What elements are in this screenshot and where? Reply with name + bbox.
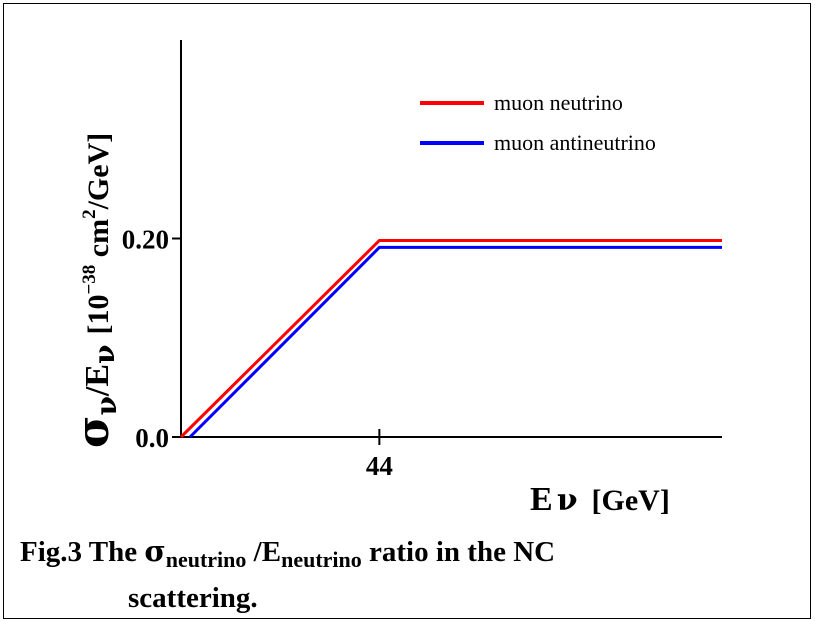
caption-mid: /E [246,536,282,568]
legend: muon neutrino muon antineutrino [420,90,656,155]
x-tick-label-0: 44 [366,451,393,481]
y-tick-label-0: 0.0 [135,423,169,453]
caption-sigma: σ [144,534,166,568]
figure-caption: Fig.3 The σneutrino /Eneutrino ratio in … [20,532,800,617]
caption-suffix: ratio in the NC [361,536,556,568]
legend-label-1: muon antineutrino [494,130,656,155]
y-axis-label: σν/Eν[10−38 cm2/GeV] [68,133,123,448]
legend-label-0: muon neutrino [494,90,623,115]
caption-sub-neutrino-1: neutrino [165,547,247,572]
caption-sub-neutrino-2: neutrino [281,547,362,572]
axes [180,40,722,438]
figure-frame [3,3,811,619]
y-tick-label-1: 0.20 [122,225,169,255]
series-line-1 [188,245,722,439]
caption-prefix: Fig.3 The [20,536,145,568]
series-group [179,238,722,439]
caption-line-2: scattering. [128,582,258,614]
series-line-0 [179,238,722,439]
ticks: 0.0 0.20 44 [122,225,393,482]
